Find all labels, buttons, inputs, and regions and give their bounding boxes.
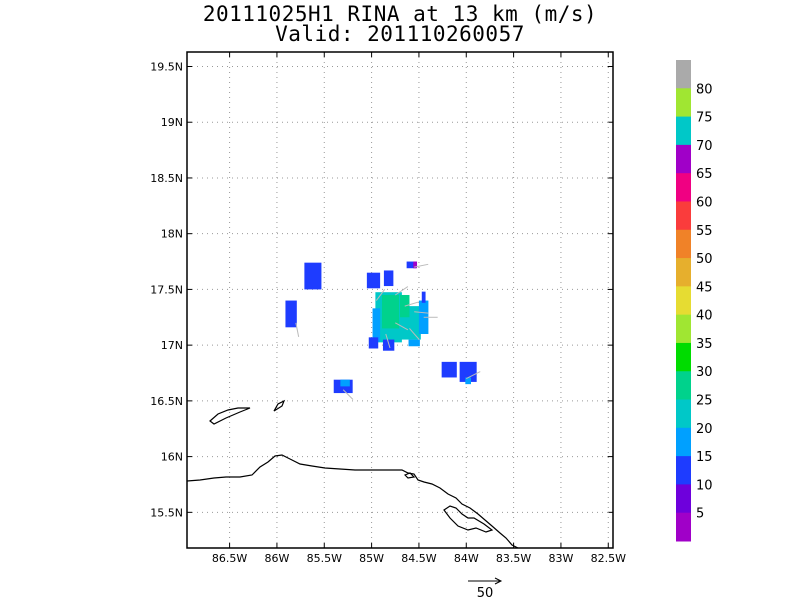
colorbar-segment — [676, 201, 691, 231]
wind-vector — [414, 263, 429, 268]
honduras-coast — [186, 454, 519, 549]
vector-scale: 50 — [468, 577, 503, 600]
wind-cell — [366, 272, 381, 289]
wind-cell — [465, 377, 471, 385]
colorbar-label: 65 — [696, 167, 713, 182]
wind-vectors — [295, 263, 481, 400]
colorbar-label: 60 — [696, 195, 713, 210]
wind-cell — [285, 300, 297, 328]
wind-vector — [375, 289, 386, 301]
lat-label: 16N — [161, 451, 183, 464]
wind-cell — [382, 294, 400, 329]
wind-vector — [414, 311, 429, 314]
colorbar-label: 15 — [696, 450, 713, 465]
colorbar-label: 35 — [696, 337, 713, 352]
colorbar-segment — [676, 512, 691, 542]
colorbar-segment — [676, 144, 691, 174]
lon-label: 86.5W — [212, 552, 247, 565]
colorbar-segment — [676, 427, 691, 457]
colorbar-label: 10 — [696, 478, 713, 493]
colorbar-segment — [676, 484, 691, 514]
wind-speed-field — [285, 261, 477, 394]
colorbar-segment — [676, 116, 691, 146]
valid-time: Valid: 201110260057 — [275, 22, 525, 46]
lat-label: 18N — [161, 228, 183, 241]
lat-label: 19.5N — [150, 60, 183, 73]
lat-label: 16.5N — [150, 395, 183, 408]
colorbar-label: 80 — [696, 82, 713, 97]
wind-vector — [385, 333, 391, 349]
wind-vector — [395, 322, 409, 331]
swan-islands — [403, 472, 416, 479]
colorbar-segment — [676, 314, 691, 344]
colorbar-label: 30 — [696, 365, 713, 380]
wind-cell — [406, 261, 417, 269]
wind-vector — [404, 301, 419, 307]
colorbar-segment — [676, 60, 691, 89]
colorbar-segment — [676, 173, 691, 202]
colorbar-segment — [676, 229, 691, 259]
colorbar-label: 25 — [696, 394, 713, 409]
lat-label: 17N — [161, 339, 183, 352]
colorbar-segment — [676, 399, 691, 429]
mosquitia-lagoon — [443, 505, 494, 533]
colorbar: 5 10 15 20 25 30 35 40 45 50 55 60 65 70 75 80 — [676, 60, 713, 542]
wind-vector — [409, 328, 420, 340]
wind-vector — [295, 322, 300, 337]
lat-label: 19N — [161, 116, 183, 129]
guanaja-island — [273, 399, 286, 412]
wind-cell — [413, 261, 418, 269]
colorbar-segment — [676, 371, 691, 401]
wind-cell — [400, 294, 410, 318]
colorbar-label: 50 — [696, 252, 713, 267]
colorbar-segment — [676, 286, 691, 316]
wind-cell — [383, 270, 394, 287]
vector-scale-label: 50 — [477, 586, 494, 600]
map-title: 20111025H1 RINA at 13 km (m/s) — [202, 2, 598, 26]
wind-cell — [408, 339, 420, 347]
lon-label: 83W — [548, 552, 573, 565]
colorbar-segment — [676, 342, 691, 372]
plot-frame — [186, 51, 614, 549]
colorbar-label: 75 — [696, 111, 713, 126]
colorbar-label: 55 — [696, 224, 713, 239]
colorbar-label: 5 — [696, 507, 704, 522]
wind-vector — [342, 389, 354, 400]
wind-vector — [466, 371, 481, 380]
lon-label: 86W — [264, 552, 289, 565]
colorbar-label: 40 — [696, 309, 713, 324]
colorbar-label: 70 — [696, 139, 713, 154]
wind-cell — [459, 361, 477, 382]
wind-cell — [441, 361, 457, 378]
longitude-labels: 86.5W 86W 85.5W 85W 84.5W 84W 83.5W 83W 82.5W — [212, 552, 626, 565]
colorbar-label: 20 — [696, 422, 713, 437]
colorbar-label: 45 — [696, 280, 713, 295]
wind-cell — [421, 291, 426, 303]
lon-label: 85W — [359, 552, 384, 565]
colorbar-segment — [676, 88, 691, 118]
lat-label: 18.5N — [150, 172, 183, 185]
lon-label: 83.5W — [496, 552, 531, 565]
wind-cell — [340, 379, 350, 387]
colorbar-segment — [676, 456, 691, 485]
lat-label: 15.5N — [150, 506, 183, 519]
latitude-labels: 19.5N 19N 18.5N 18N 17.5N 17N 16.5N 16N 15.5N — [150, 60, 183, 519]
wind-cell — [304, 262, 322, 290]
roatan-island — [209, 407, 251, 425]
lon-label: 84W — [454, 552, 479, 565]
coastline — [186, 399, 519, 549]
lon-label: 85.5W — [307, 552, 342, 565]
wind-cell — [372, 308, 381, 342]
colorbar-segment — [676, 258, 691, 287]
wind-cell — [368, 337, 379, 349]
lat-lon-grid — [187, 52, 613, 548]
lon-label: 82.5W — [591, 552, 626, 565]
wind-vector — [394, 286, 409, 296]
lat-label: 17.5N — [150, 283, 183, 296]
lon-label: 84.5W — [401, 552, 436, 565]
